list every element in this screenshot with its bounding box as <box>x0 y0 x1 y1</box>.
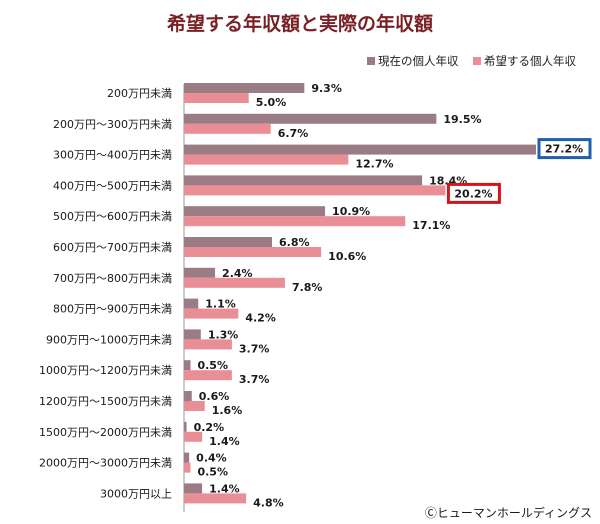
value-label: 2.4% <box>222 267 253 280</box>
value-label: 9.3% <box>311 82 342 95</box>
bar-desired <box>184 277 285 288</box>
bar-desired <box>184 462 191 473</box>
category-label: 600万円～700万円未満 <box>53 241 172 254</box>
category-label: 1000万円～1200万円未満 <box>39 364 172 377</box>
value-label: 1.6% <box>212 404 243 417</box>
bar-current <box>184 144 536 155</box>
bar-desired <box>184 123 271 134</box>
highlight-box <box>446 182 501 204</box>
category-label: 200万円～300万円未満 <box>53 118 172 131</box>
bar-current <box>184 391 192 401</box>
bar-current <box>184 237 272 247</box>
value-label: 3.7% <box>239 373 270 386</box>
value-label: 0.5% <box>197 466 228 479</box>
bar-desired <box>184 339 232 350</box>
value-label: 4.8% <box>253 496 284 509</box>
highlight-box <box>537 138 592 160</box>
value-label: 0.5% <box>197 359 228 372</box>
category-label: 300万円～400万円未満 <box>53 149 172 162</box>
value-label: 4.2% <box>245 312 276 325</box>
category-label: 2000万円～3000万円未満 <box>39 457 172 470</box>
legend-swatch-desired <box>473 57 481 65</box>
bar-desired <box>184 308 239 319</box>
category-label: 700万円～800万円未満 <box>53 272 172 285</box>
value-label: 6.8% <box>279 236 310 249</box>
bar-current <box>184 360 191 371</box>
value-label: 27.2% <box>545 143 583 156</box>
bar-desired <box>184 216 406 227</box>
category-label: 1500万円～2000万円未満 <box>39 426 172 439</box>
value-label: 10.6% <box>328 250 366 263</box>
value-label: 6.7% <box>278 127 309 140</box>
value-labels: 9.3%5.0%19.5%6.7%27.2%12.7%18.4%20.2%10.… <box>194 82 592 509</box>
category-label: 200万円未満 <box>107 87 172 100</box>
category-label: 1200万円～1500万円未満 <box>39 395 172 408</box>
value-label: 1.3% <box>208 328 239 341</box>
category-labels: 200万円未満 200万円～300万円未満 300万円～400万円未満 400万円～5… <box>39 87 172 500</box>
bar-desired <box>184 370 232 381</box>
value-label: 3.7% <box>239 342 270 355</box>
legend-swatch-current <box>367 57 375 65</box>
bar-desired <box>184 401 205 411</box>
bar-desired <box>184 493 247 504</box>
value-label: 0.6% <box>199 390 230 403</box>
bar-desired <box>184 185 446 196</box>
value-label: 7.8% <box>292 281 323 294</box>
bar-desired <box>184 93 249 103</box>
bars <box>184 83 536 504</box>
bar-current <box>184 113 437 124</box>
legend: 現在の個人年収 希望する個人年収 <box>367 54 576 68</box>
value-label: 17.1% <box>412 219 450 232</box>
bar-current <box>184 83 305 93</box>
value-label: 1.1% <box>205 298 236 311</box>
category-label: 800万円～900万円未満 <box>53 303 172 316</box>
value-label: 12.7% <box>355 158 393 171</box>
value-label: 5.0% <box>256 96 287 109</box>
bar-current <box>184 329 201 340</box>
category-label: 3000万円以上 <box>100 487 172 500</box>
bar-desired <box>184 431 203 442</box>
value-label: 0.2% <box>194 421 225 434</box>
bar-desired <box>184 154 349 165</box>
value-label: 1.4% <box>209 435 240 448</box>
category-label: 400万円～500万円未満 <box>53 179 172 192</box>
bar-current <box>184 267 216 278</box>
legend-label-desired: 希望する個人年収 <box>484 54 576 68</box>
bar-desired <box>184 247 322 257</box>
category-label: 900万円～1000万円未満 <box>46 333 172 346</box>
value-label: 10.9% <box>332 205 370 218</box>
category-label: 500万円～600万円未満 <box>53 210 172 223</box>
bar-current <box>184 421 187 432</box>
value-label: 19.5% <box>443 113 481 126</box>
credit-text: Ⓒヒューマンホールディングス <box>425 505 592 520</box>
legend-label-current: 現在の個人年収 <box>378 54 459 68</box>
value-label: 20.2% <box>454 187 492 200</box>
chart-title: 希望する年収額と実際の年収額 <box>167 12 433 35</box>
bar-current <box>184 298 199 309</box>
bar-current <box>184 483 203 494</box>
bar-current <box>184 452 190 463</box>
bar-current <box>184 206 326 217</box>
value-label: 1.4% <box>209 482 240 495</box>
bar-current <box>184 175 423 186</box>
value-label: 0.4% <box>196 452 227 465</box>
